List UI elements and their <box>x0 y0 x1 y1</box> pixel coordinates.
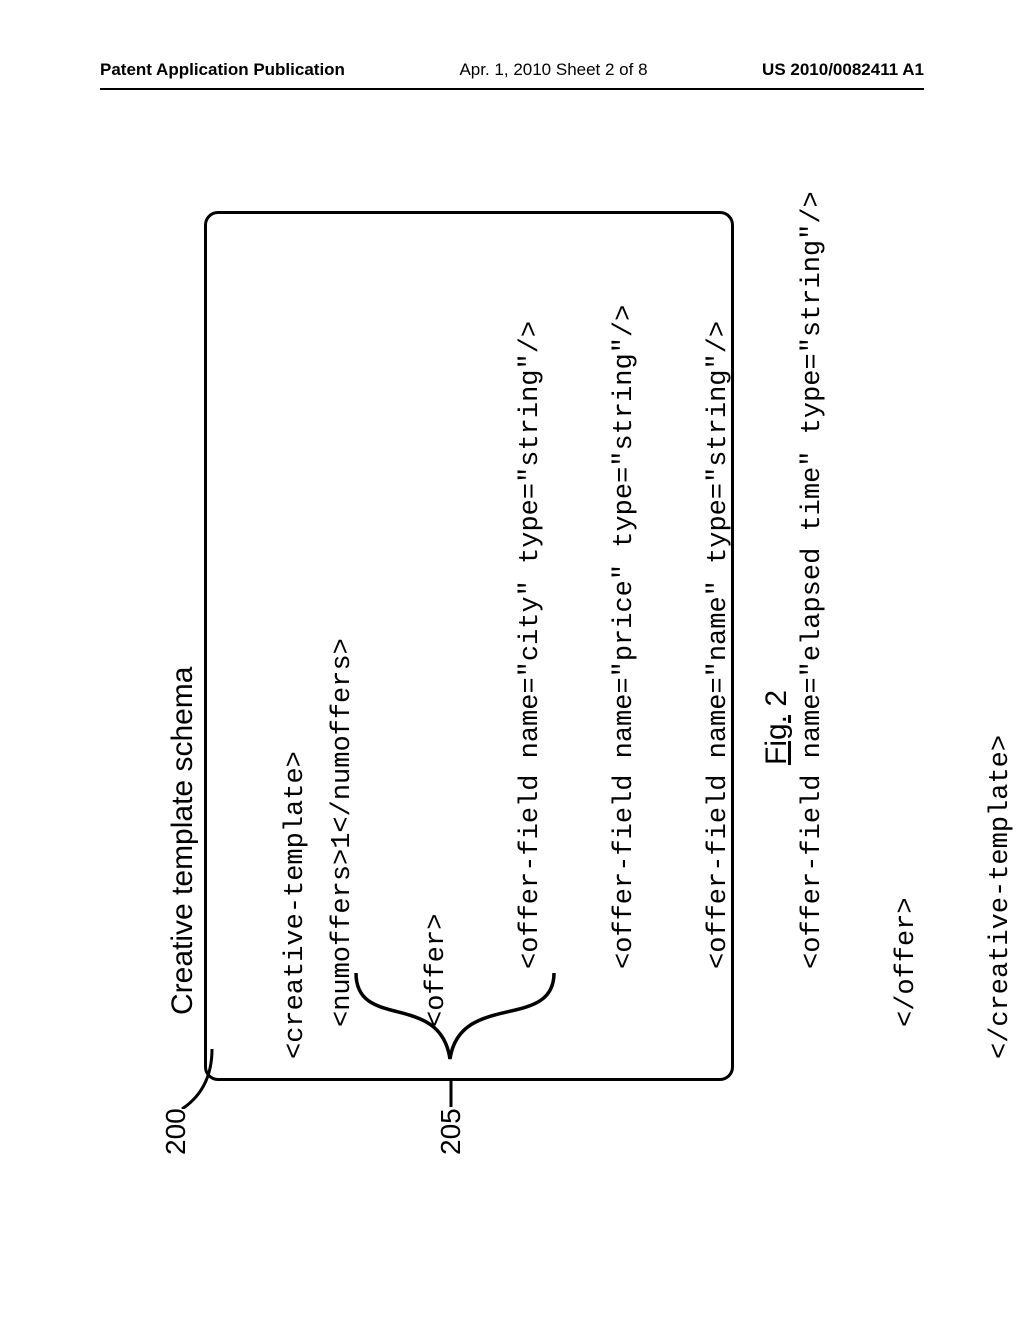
page-header: Patent Application Publication Apr. 1, 2… <box>100 60 924 80</box>
code-line: <offer> <box>414 191 461 1059</box>
figure-rotated-content: 200 Creative template schema <creative-t… <box>160 195 880 1155</box>
code-block: <creative-template> <numoffers>1</numoff… <box>226 191 1024 1059</box>
ref-205-text: 205 <box>435 1108 466 1155</box>
header-rule <box>100 88 924 90</box>
header-center: Apr. 1, 2010 Sheet 2 of 8 <box>459 60 647 80</box>
code-line: </creative-template> <box>986 735 1016 1059</box>
code-line: <offer-field name="name" type="string"/> <box>696 191 743 1059</box>
ref-200-text: 200 <box>160 1108 192 1155</box>
code-line: <numoffers>1</numoffers> <box>320 191 367 1059</box>
code-line: <offer-field name="city" type="string"/> <box>508 191 555 1059</box>
schema-title: Creative template schema <box>166 667 200 1016</box>
code-line: <creative-template> <box>281 751 311 1059</box>
code-line: <offer-field name="elapsed time" type="s… <box>790 191 837 1059</box>
code-line: <offer-field name="price" type="string"/… <box>602 191 649 1059</box>
curly-brace-icon <box>350 961 570 1091</box>
figure-caption: Fig. 2 <box>760 690 794 765</box>
figure-caption-num: 2 <box>760 690 793 715</box>
reference-numeral-205: 205 <box>435 1108 467 1155</box>
code-line: </offer> <box>884 191 931 1059</box>
figure-caption-word: Fig. <box>760 715 793 765</box>
header-left: Patent Application Publication <box>100 60 345 80</box>
figure-area: 200 Creative template schema <creative-t… <box>160 195 880 1155</box>
reference-numeral-200: 200 <box>160 1108 192 1155</box>
page: Patent Application Publication Apr. 1, 2… <box>0 0 1024 1320</box>
header-right: US 2010/0082411 A1 <box>762 60 924 80</box>
